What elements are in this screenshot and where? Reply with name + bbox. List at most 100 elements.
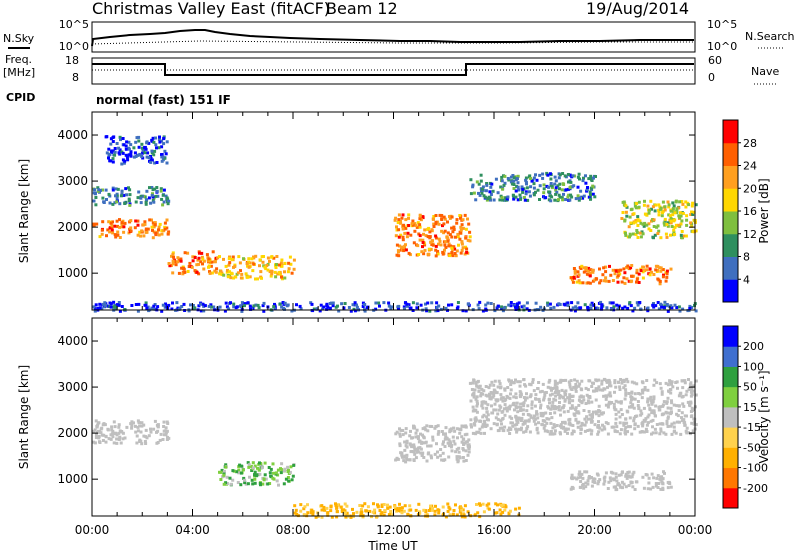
echo-cell [113, 233, 117, 237]
echo-cell [528, 194, 532, 198]
echo-cell [105, 234, 108, 238]
echo-cell [568, 394, 572, 398]
echo-cell [499, 185, 503, 189]
echo-cell [674, 431, 678, 435]
echo-cell [387, 513, 391, 517]
echo-cell [623, 281, 627, 285]
echo-cell [214, 270, 218, 274]
echo-cell [417, 440, 421, 444]
echo-cell [628, 215, 632, 219]
echo-cell [604, 397, 608, 401]
echo-cell [525, 186, 529, 190]
echo-cell [588, 413, 592, 417]
echo-cell [575, 307, 579, 310]
echo-cell [549, 407, 553, 411]
echo-cell [416, 221, 420, 225]
echo-cell [617, 400, 621, 404]
echo-cell [475, 395, 479, 399]
echo-cell [579, 475, 582, 479]
echo-cell [634, 480, 638, 484]
echo-cell [597, 480, 601, 483]
echo-cell [606, 422, 610, 426]
echo-cell [689, 381, 693, 385]
colorbar-swatch [723, 366, 738, 388]
echo-cell [460, 424, 464, 428]
echo-cell [201, 302, 205, 306]
time-axis-label: Time UT [367, 539, 418, 553]
echo-cell [453, 442, 457, 446]
echo-cell [470, 425, 473, 429]
echo-cell [170, 307, 174, 311]
echo-cell [108, 194, 112, 198]
echo-cell [120, 189, 124, 193]
echo-cell [94, 436, 98, 439]
echo-cell [652, 476, 656, 480]
echo-cell [287, 479, 291, 483]
echo-cell [520, 305, 524, 309]
echo-cell [635, 280, 638, 284]
echo-cell [642, 486, 646, 490]
echo-cell [595, 389, 599, 393]
echo-cell [462, 448, 465, 452]
echo-cell [171, 262, 175, 266]
echo-cell [646, 306, 650, 310]
echo-cell [98, 440, 101, 444]
echo-cell [94, 203, 98, 207]
echo-cell [614, 417, 618, 421]
echo-cell [688, 383, 692, 387]
echo-cell [485, 415, 489, 419]
echo-cell [454, 235, 457, 239]
echo-cell [538, 390, 542, 394]
echo-cell [388, 505, 392, 509]
echo-cell [434, 234, 438, 238]
echo-cell [402, 459, 406, 463]
echo-cell [525, 409, 529, 413]
echo-cell [220, 468, 224, 472]
echo-cell [597, 430, 601, 434]
echo-cell [681, 394, 685, 398]
echo-cell [414, 224, 418, 228]
echo-cell [196, 258, 200, 262]
echo-cell [553, 383, 557, 387]
echo-cell [684, 429, 688, 433]
echo-cell [542, 187, 546, 191]
echo-cell [420, 440, 424, 444]
echo-cell [124, 144, 128, 148]
echo-cell [118, 236, 122, 239]
echo-cell [275, 255, 279, 258]
echo-cell [401, 213, 405, 217]
echo-cell [111, 231, 115, 235]
echo-cell [312, 307, 316, 311]
echo-cell [535, 426, 539, 430]
echo-cell [554, 179, 558, 183]
echo-cell [559, 432, 562, 436]
colorbar-tick-label: 16 [743, 205, 757, 218]
echo-cell [568, 173, 572, 177]
echo-cell [412, 443, 416, 447]
echo-cell [523, 421, 527, 425]
echo-cell [497, 429, 501, 432]
echo-cell [408, 504, 412, 508]
echo-cell [584, 485, 588, 489]
echo-cell [379, 512, 383, 516]
echo-cell [492, 198, 496, 202]
echo-cell [462, 513, 466, 517]
echo-cell [624, 472, 628, 476]
echo-cell [386, 503, 389, 507]
echo-cell [591, 184, 595, 188]
echo-cell [434, 504, 437, 508]
echo-cell [119, 441, 123, 445]
echo-cell [548, 401, 551, 405]
echo-cell [140, 142, 144, 146]
echo-cell [456, 235, 460, 239]
echo-cell [691, 429, 695, 433]
echo-cell [635, 271, 639, 275]
echo-cell [130, 304, 134, 307]
echo-cell [112, 300, 116, 304]
echo-cell [666, 416, 670, 420]
echo-cell [411, 436, 414, 440]
echo-cell [613, 379, 617, 383]
echo-cell [646, 487, 650, 491]
echo-cell [608, 381, 612, 385]
echo-cell [231, 469, 235, 473]
